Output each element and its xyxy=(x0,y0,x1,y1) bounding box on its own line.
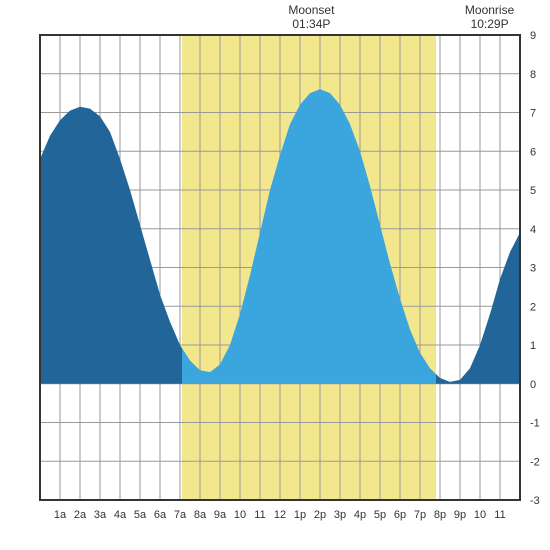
x-tick-label: 7a xyxy=(174,509,187,521)
y-tick-label: 8 xyxy=(530,69,536,81)
chart-svg: 1a2a3a4a5a6a7a8a9a1011121p2p3p4p5p6p7p8p… xyxy=(0,0,550,550)
x-tick-label: 8p xyxy=(434,509,446,521)
x-tick-label: 4p xyxy=(354,509,366,521)
x-tick-label: 9p xyxy=(454,509,466,521)
moon-event-time: 01:34P xyxy=(292,17,330,31)
y-tick-label: 4 xyxy=(530,224,536,236)
y-tick-label: -1 xyxy=(530,418,540,430)
x-tick-label: 3p xyxy=(334,509,346,521)
x-tick-label: 2p xyxy=(314,509,326,521)
y-tick-label: 6 xyxy=(530,146,536,158)
moon-event-label: Moonrise xyxy=(465,3,515,17)
y-tick-label: 9 xyxy=(530,30,536,42)
x-tick-label: 4a xyxy=(114,509,127,521)
x-tick-label: 10 xyxy=(234,509,246,521)
x-tick-label: 6a xyxy=(154,509,167,521)
y-tick-label: 7 xyxy=(530,108,536,120)
tide-chart: 1a2a3a4a5a6a7a8a9a1011121p2p3p4p5p6p7p8p… xyxy=(0,0,550,550)
moon-event-time: 10:29P xyxy=(471,17,509,31)
x-tick-label: 8a xyxy=(194,509,207,521)
y-tick-label: 2 xyxy=(530,301,536,313)
y-tick-label: 5 xyxy=(530,185,536,197)
y-tick-label: 0 xyxy=(530,379,536,391)
x-tick-label: 5a xyxy=(134,509,147,521)
y-tick-label: -3 xyxy=(530,495,540,507)
x-tick-label: 11 xyxy=(254,509,265,521)
x-tick-label: 12 xyxy=(274,509,286,521)
x-tick-label: 1p xyxy=(294,509,306,521)
x-tick-label: 10 xyxy=(474,509,486,521)
x-tick-label: 1a xyxy=(54,509,67,521)
y-tick-label: -2 xyxy=(530,456,540,468)
x-tick-label: 6p xyxy=(394,509,406,521)
moon-event-label: Moonset xyxy=(288,3,335,17)
x-tick-label: 7p xyxy=(414,509,426,521)
x-tick-label: 9a xyxy=(214,509,227,521)
y-tick-label: 1 xyxy=(530,340,536,352)
y-tick-label: 3 xyxy=(530,263,536,275)
x-tick-label: 2a xyxy=(74,509,87,521)
x-tick-label: 3a xyxy=(94,509,107,521)
x-tick-label: 5p xyxy=(374,509,386,521)
x-tick-label: 11 xyxy=(494,509,505,521)
